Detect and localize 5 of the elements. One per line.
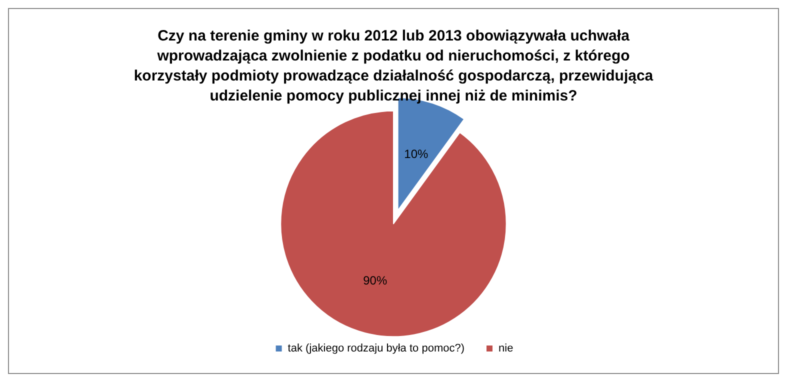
chart-title: Czy na terenie gminy w roku 2012 lub 2013 obowiązywała uchwała wprowadzająca zwolnienie z podatku od nieruchomości, z którego korzystały podmioty prowadzące działalność gospodarczą, przewidująca udzielenie pomocy publicznej innej niż de minimis? [134,28,654,104]
data-label: 90% [363,273,388,288]
legend-label: tak (jakiego rodzaju była to pomoc?) [288,342,465,354]
data-label: 10% [404,146,429,161]
legend-label: nie [498,342,514,354]
